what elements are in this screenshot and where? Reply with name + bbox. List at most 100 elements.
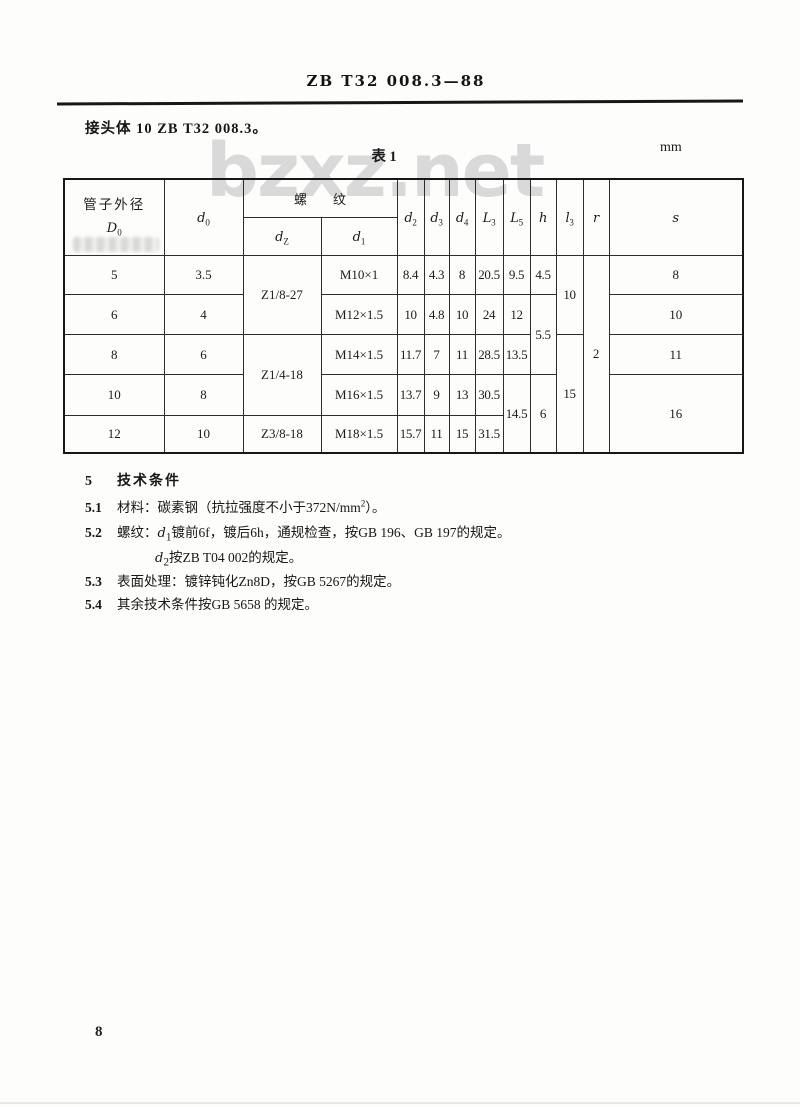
d1-symbol: d — [157, 526, 166, 541]
clause-number: 5.1 — [85, 500, 102, 515]
cell-d1: M16×1.5 — [320, 374, 398, 416]
header-pipe-od: 管子外径 D0 — [63, 178, 165, 256]
clause-text-end: ）。 — [365, 500, 386, 515]
scan-bottom-edge — [0, 1102, 800, 1104]
d3-symbol: d — [430, 210, 439, 226]
cell-d3: 7 — [423, 334, 450, 375]
standard-number-heading: ZB T32 008.3—88 — [306, 72, 486, 90]
header-rule — [56, 99, 744, 106]
cell-D0: 5 — [63, 255, 165, 295]
clause-5-3: 5.3 表面处理：镀锌钝化Zn8D，按GB 5267的规定。 — [85, 570, 400, 590]
cell-h: 5.5 — [529, 294, 557, 375]
table-row: 5 3.5 Z1/8-27 M10×1 8.4 4.3 8 20.5 9.5 4… — [63, 255, 744, 454]
header-L3: L3 — [474, 178, 504, 256]
dimension-table: 管子外径 D0 d0 螺 纹 d2 d3 d4 L3 L5 h l3 r s d… — [63, 178, 745, 454]
l3-symbol-sub: 3 — [569, 217, 574, 228]
header-thread-group: 螺 纹 — [242, 178, 398, 218]
d2-symbol-sub: 2 — [412, 217, 417, 228]
cell-L5: 14.5 — [502, 374, 531, 454]
table-row: 8 6 Z1/4-18 M14×1.5 11.7 7 11 28.5 13.5 … — [63, 334, 744, 454]
d0-symbol-sub: 0 — [205, 217, 210, 228]
cell-D0: 6 — [63, 294, 165, 335]
cell-L3: 28.5 — [474, 334, 504, 375]
pipe-od-symbol-sub: 0 — [117, 228, 122, 239]
table-row: 6 4 M12×1.5 10 4.8 10 24 12 5.5 10 — [63, 294, 744, 375]
d1-symbol-sub: 1 — [360, 236, 366, 247]
clause-text: 按ZB T04 002的规定。 — [168, 550, 303, 565]
cell-d4: 8 — [448, 255, 476, 295]
cell-L3: 20.5 — [474, 255, 504, 295]
cell-L5: 13.5 — [502, 334, 531, 375]
clause-5-2: 5.2 螺纹：d1镀前6f，镀后6h，通规检查，按GB 196、GB 197的规定… — [85, 521, 510, 544]
header-d1: d1 — [320, 217, 398, 256]
cell-d1: M12×1.5 — [320, 294, 398, 335]
ink-smudge — [73, 237, 159, 252]
header-s: s — [608, 178, 744, 256]
header-l3: l3 — [555, 178, 584, 256]
cell-d0: 10 — [163, 415, 244, 454]
dz-symbol: d — [275, 229, 284, 245]
header-d2: d2 — [396, 178, 425, 256]
table-row: 10 8 M16×1.5 13.7 9 13 30.5 14.5 6 16 — [63, 374, 744, 454]
d2-symbol: d — [155, 551, 164, 566]
cell-d3: 11 — [423, 415, 450, 454]
cell-L5: 9.5 — [502, 255, 531, 295]
section-title: 技术条件 — [117, 474, 181, 489]
cell-D0: 12 — [63, 415, 165, 454]
clause-text: 镀前6f，镀后6h，通规检查，按GB 196、GB 197的规定。 — [171, 525, 511, 540]
d2-symbol-sub: 2 — [163, 556, 169, 569]
page-number: 8 — [95, 1024, 103, 1040]
cell-d1: M10×1 — [320, 255, 398, 295]
table-caption: 表 1 — [371, 149, 397, 165]
L3-symbol: L — [482, 210, 492, 226]
header-d3: d3 — [423, 178, 450, 256]
clause-number: 5.4 — [85, 597, 102, 612]
superscript-2: 2 — [360, 498, 366, 509]
cell-s: 16 — [608, 374, 744, 454]
clause-5-1: 5.1 材料：碳素钢（抗拉强度不小于372N/mm2）。 — [85, 496, 386, 516]
l3-symbol: l — [565, 210, 570, 226]
header-r: r — [582, 178, 610, 256]
d3-symbol-sub: 3 — [438, 217, 443, 228]
d4-symbol: d — [455, 210, 464, 226]
d2-symbol: d — [404, 210, 413, 226]
unit-label-mm: mm — [660, 140, 682, 155]
cell-d2: 11.7 — [396, 334, 425, 375]
header-L5: L5 — [502, 178, 531, 256]
cell-dz: Z1/8-27 — [242, 255, 322, 335]
d1-symbol-sub: 1 — [165, 531, 172, 544]
clause-text: 材料：碳素钢（抗拉强度不小于372N/mm — [117, 500, 361, 515]
dz-symbol-sub: Z — [283, 236, 289, 247]
cell-l3: 10 — [555, 255, 584, 335]
L5-symbol: L — [510, 210, 519, 226]
clause-number: 5.2 — [85, 525, 102, 540]
cell-dz: Z1/4-18 — [242, 334, 322, 416]
d4-symbol-sub: 4 — [463, 217, 469, 228]
cell-h: 6 — [529, 374, 557, 454]
pipe-od-symbol: D — [106, 221, 118, 237]
cell-d3: 9 — [423, 374, 450, 416]
cell-d0: 8 — [163, 374, 244, 416]
designation-line: 接头体 10 ZB T32 008.3。 — [85, 121, 268, 137]
cell-d3: 4.3 — [423, 255, 450, 295]
L3-symbol-sub: 3 — [491, 217, 496, 228]
cell-l3: 15 — [555, 334, 584, 454]
cell-d1: M14×1.5 — [320, 334, 398, 375]
cell-d2: 15.7 — [396, 415, 425, 454]
cell-d4: 13 — [448, 374, 476, 416]
cell-D0: 10 — [63, 374, 165, 416]
clause-label: 螺纹： — [117, 525, 158, 540]
cell-L3: 24 — [474, 294, 504, 335]
cell-s: 10 — [608, 294, 744, 335]
header-h: h — [529, 178, 557, 256]
cell-L5: 12 — [502, 294, 531, 335]
cell-h: 4.5 — [529, 255, 557, 295]
cell-r: 2 — [582, 255, 610, 454]
cell-d1: M18×1.5 — [320, 415, 398, 454]
cell-d4: 10 — [448, 294, 476, 335]
clause-5-2-line2: d2按ZB T04 002的规定。 — [155, 546, 302, 569]
cell-d2: 10 — [396, 294, 425, 335]
header-d0: d0 — [163, 178, 244, 256]
cell-d2: 13.7 — [396, 374, 425, 416]
cell-d2: 8.4 — [396, 255, 425, 295]
